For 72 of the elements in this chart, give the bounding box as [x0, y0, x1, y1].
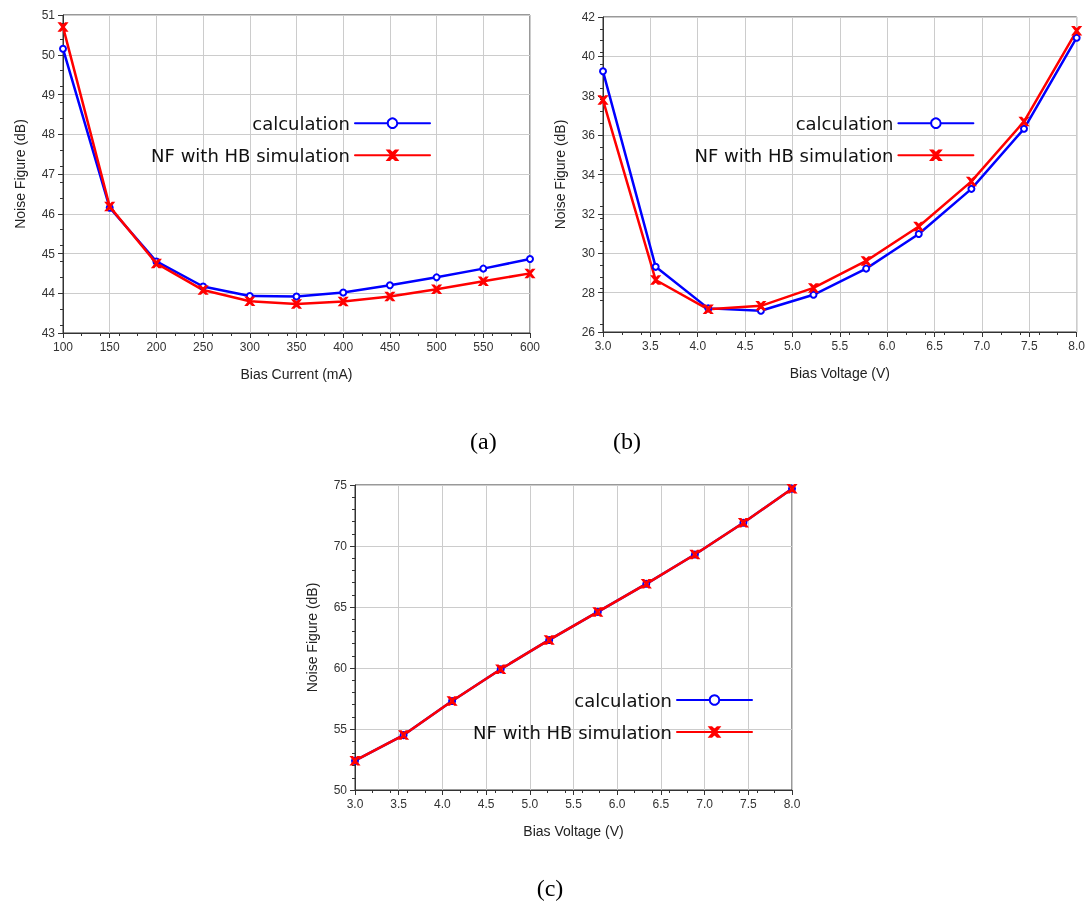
x-tick-label: 3.0 — [346, 797, 364, 811]
x-tick-label: 7.0 — [973, 339, 991, 353]
x-tick-label: 5.5 — [831, 339, 849, 353]
x-tick-label: 150 — [99, 340, 121, 354]
x-tick-label: 4.5 — [477, 797, 495, 811]
x-tick-label: 200 — [146, 340, 167, 354]
y-tick-label: 36 — [581, 128, 596, 143]
x-tick-label: 100 — [52, 340, 74, 354]
x-tick-label: 350 — [286, 340, 307, 354]
legend-label: NF with HB simulation — [473, 721, 672, 743]
x-tick-label: 500 — [426, 340, 447, 354]
legend-label: NF with HB simulation — [694, 144, 894, 166]
x-tick-label: 4.0 — [689, 339, 707, 353]
x-tick-label: 6.5 — [652, 797, 670, 811]
x-tick-label: 8.0 — [1068, 339, 1086, 353]
x-axis-title: Bias Voltage (V) — [523, 823, 624, 839]
x-tick-label: 5.5 — [565, 797, 583, 811]
x-tick-label: 550 — [473, 340, 494, 354]
x-tick-label: 3.0 — [594, 339, 612, 353]
legend-label: NF with HB simulation — [151, 144, 350, 166]
y-tick-label: 50 — [41, 47, 56, 62]
x-tick-label: 7.5 — [1020, 339, 1038, 353]
x-tick-label: 300 — [239, 340, 261, 354]
y-tick-label: 44 — [41, 286, 56, 301]
x-tick-label: 250 — [193, 340, 214, 354]
text: (c) — [536, 875, 564, 901]
legend-label: calculation — [252, 112, 350, 134]
x-tick-label: 6.5 — [926, 339, 944, 353]
x-tick-label: 600 — [519, 340, 541, 354]
y-tick-label: 47 — [41, 167, 56, 181]
y-tick-label: 34 — [581, 167, 596, 182]
x-axis-title: Bias Voltage (V) — [789, 365, 891, 381]
x-tick-label: 5.0 — [784, 339, 802, 353]
y-tick-label: 65 — [333, 600, 348, 614]
legend-label: calculation — [574, 689, 672, 711]
y-tick-label: 55 — [333, 722, 348, 736]
x-tick-label: 400 — [333, 340, 354, 354]
y-tick-label: 49 — [41, 87, 56, 102]
x-tick-label: 6.0 — [878, 339, 896, 353]
x-tick-label: 6.0 — [608, 797, 626, 811]
x-tick-label: 5.0 — [521, 797, 539, 811]
y-axis-title: Noise Figure (dB) — [12, 119, 28, 229]
y-tick-label: 40 — [581, 49, 596, 64]
y-axis-title: Noise Figure (dB) — [552, 119, 568, 230]
x-tick-label: 450 — [379, 340, 401, 354]
x-tick-label: 3.5 — [642, 339, 660, 353]
y-tick-label: 28 — [581, 285, 596, 300]
x-axis-title: Bias Current (mA) — [240, 366, 353, 382]
y-tick-label: 50 — [333, 783, 348, 797]
x-tick-label: 4.5 — [736, 339, 754, 353]
y-tick-label: 30 — [581, 246, 596, 261]
y-tick-label: 51 — [41, 8, 56, 22]
y-tick-label: 42 — [581, 10, 596, 24]
y-tick-label: 70 — [333, 539, 348, 553]
y-tick-label: 32 — [581, 206, 596, 221]
x-tick-label: 7.5 — [739, 797, 757, 811]
y-tick-label: 75 — [333, 478, 348, 492]
x-tick-label: 3.5 — [390, 797, 408, 811]
text: (a) — [470, 428, 497, 454]
x-tick-label: 4.0 — [434, 797, 452, 811]
x-tick-label: 7.0 — [696, 797, 714, 811]
y-tick-label: 60 — [333, 661, 348, 675]
y-tick-label: 43 — [41, 326, 56, 340]
y-tick-label: 45 — [41, 246, 56, 261]
y-tick-label: 48 — [41, 127, 56, 142]
y-tick-label: 46 — [41, 206, 56, 221]
legend-label: calculation — [795, 112, 894, 134]
y-axis-title: Noise Figure (dB) — [304, 582, 320, 693]
text: (b) — [613, 428, 641, 454]
y-tick-label: 26 — [581, 325, 596, 339]
y-tick-label: 38 — [581, 88, 596, 103]
x-tick-label: 8.0 — [783, 797, 801, 811]
